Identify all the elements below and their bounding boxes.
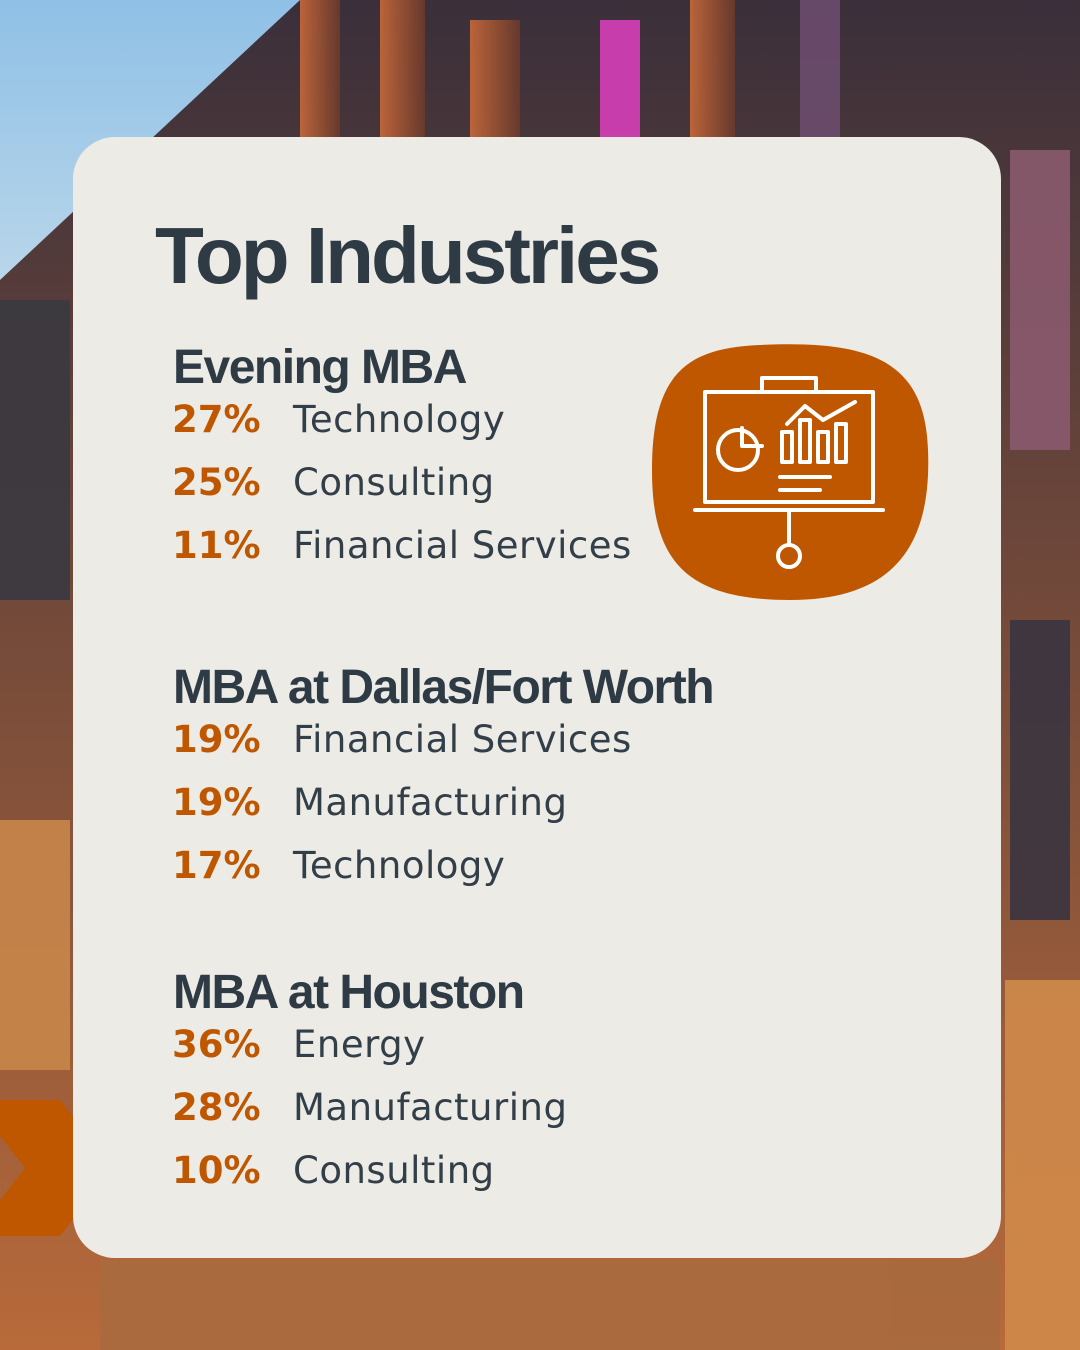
industry: Financial Services [293, 718, 632, 761]
industry: Financial Services [293, 524, 632, 567]
industry: Consulting [293, 461, 495, 504]
percent: 11% [172, 524, 261, 567]
percent: 28% [172, 1086, 261, 1129]
percent: 19% [172, 718, 261, 761]
percent: 27% [172, 398, 261, 441]
percent: 19% [172, 781, 261, 824]
industry: Consulting [293, 1149, 495, 1192]
industry: Technology [293, 398, 506, 441]
percent: 36% [172, 1023, 261, 1066]
industry: Energy [293, 1023, 426, 1066]
percent: 25% [172, 461, 261, 504]
section-heading: MBA at Houston [173, 966, 525, 1019]
percent: 10% [172, 1149, 261, 1192]
section-heading: MBA at Dallas/Fort Worth [173, 661, 715, 714]
presentation-icon [652, 344, 929, 600]
title: Top Industries [155, 211, 661, 300]
section-heading: Evening MBA [173, 341, 467, 394]
percent: 17% [172, 844, 261, 887]
industry: Manufacturing [293, 1086, 568, 1129]
industry: Manufacturing [293, 781, 568, 824]
industry: Technology [293, 844, 506, 887]
info-card [73, 137, 1001, 1258]
